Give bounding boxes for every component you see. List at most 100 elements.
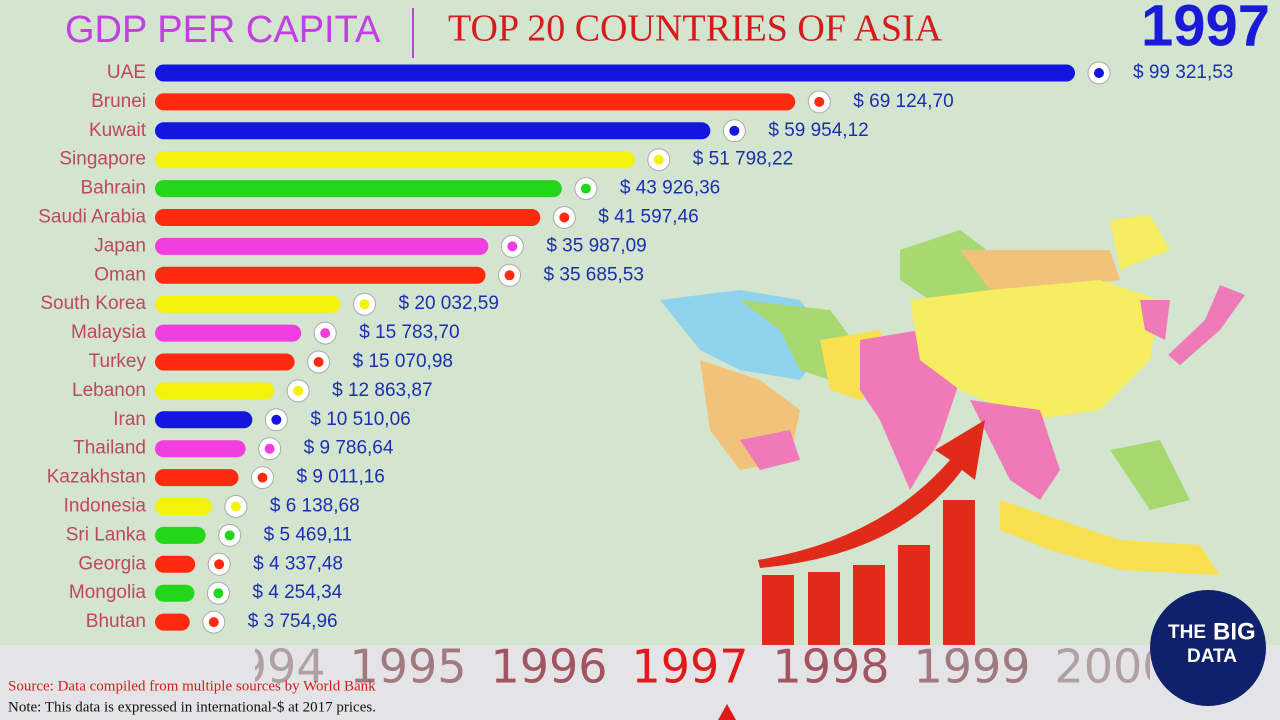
timeline: 1994 1995 1996 1997 1998 1999 2000	[255, 640, 1171, 694]
flag-emblem	[293, 385, 304, 396]
category-label: South Korea	[40, 293, 146, 314]
category-label: Georgia	[78, 553, 146, 574]
category-label: Lebanon	[72, 380, 146, 401]
logo-text: BIG	[1213, 618, 1256, 645]
value-label: $ 4 254,34	[252, 582, 342, 603]
map-region	[970, 400, 1060, 500]
flag-emblem	[213, 588, 224, 599]
bar	[155, 498, 212, 515]
flag-emblem	[230, 501, 241, 512]
bar	[155, 613, 190, 631]
timeline-year: 1997	[631, 640, 748, 694]
bar	[155, 555, 196, 573]
value-label: $ 41 597,46	[598, 207, 698, 228]
flag-emblem	[653, 154, 664, 165]
value-label: $ 10 510,06	[310, 409, 410, 430]
flag-emblem	[814, 96, 825, 107]
timeline-year: 2000	[1054, 640, 1171, 694]
flag-emblem	[1094, 68, 1104, 78]
category-label: Kuwait	[89, 120, 147, 141]
value-label: $ 35 685,53	[544, 264, 644, 285]
graphic-bar	[853, 565, 885, 645]
value-label: $ 4 337,48	[253, 553, 343, 574]
map-region	[900, 230, 1000, 300]
map-region	[1000, 500, 1220, 575]
value-label: $ 15 070,98	[353, 351, 453, 372]
category-label: Brunei	[91, 91, 146, 112]
graphic-bar	[898, 545, 930, 645]
chart-title: GDP PER CAPITA	[65, 9, 381, 51]
map-region	[1140, 300, 1170, 340]
category-label: Bhutan	[86, 611, 146, 632]
flag-emblem	[264, 443, 275, 454]
category-label: Bahrain	[81, 178, 147, 199]
flag-emblem	[504, 270, 515, 281]
growth-graphic	[758, 420, 985, 645]
flag-emblem	[729, 125, 740, 136]
flag-emblem	[580, 183, 591, 194]
bar	[155, 266, 486, 284]
bar	[155, 440, 246, 458]
bar	[155, 209, 541, 226]
current-year: 1997	[1141, 0, 1270, 58]
value-label: $ 9 786,64	[304, 438, 394, 459]
bar	[155, 382, 275, 400]
flag-emblem	[320, 328, 331, 339]
graphic-bar	[943, 500, 975, 645]
value-label: $ 12 863,87	[332, 380, 432, 401]
value-label: $ 5 469,11	[264, 524, 352, 545]
flag-emblem	[507, 241, 518, 252]
timeline-band	[0, 645, 1280, 720]
bar	[155, 295, 341, 313]
bar	[155, 237, 489, 255]
value-label: $ 51 798,22	[693, 149, 793, 170]
map-region	[960, 250, 1120, 290]
footnote: Note: This data is expressed in internat…	[8, 699, 376, 715]
bar	[155, 411, 253, 429]
category-label: Iran	[113, 409, 146, 430]
value-label: $ 59 954,12	[768, 120, 868, 141]
timeline-year: 1999	[913, 640, 1030, 694]
bar	[155, 93, 796, 111]
value-label: $ 9 011,16	[296, 467, 384, 488]
graphic-bar	[808, 572, 840, 645]
flag-emblem	[214, 559, 225, 570]
flag-emblem	[224, 530, 235, 541]
value-label: $ 6 138,68	[270, 496, 360, 517]
category-label: Turkey	[89, 351, 147, 372]
value-label: $ 99 321,53	[1133, 62, 1233, 83]
category-label: Sri Lanka	[66, 524, 147, 545]
logo-text: DATA	[1187, 646, 1237, 667]
value-label: $ 20 032,59	[399, 293, 499, 314]
map-region	[740, 430, 800, 470]
category-label: Singapore	[59, 149, 146, 170]
source-note: Source: Data compiled from multiple sour…	[8, 678, 376, 694]
flag-emblem	[359, 299, 370, 310]
flag-emblem	[257, 472, 268, 483]
timeline-pointer	[718, 704, 736, 720]
value-label: $ 3 754,96	[248, 611, 338, 632]
bar	[155, 122, 711, 140]
category-label: Mongolia	[69, 582, 147, 603]
flag-emblem	[208, 617, 219, 628]
value-label: $ 35 987,09	[546, 235, 646, 256]
category-label: Malaysia	[71, 322, 146, 343]
flag-emblem	[559, 212, 570, 223]
value-label: $ 69 124,70	[853, 91, 953, 112]
logo-badge	[1150, 590, 1266, 706]
bar	[155, 584, 195, 602]
category-label: Thailand	[73, 438, 146, 459]
timeline-year: 1996	[490, 640, 607, 694]
category-label: Oman	[94, 264, 146, 285]
map-region	[910, 280, 1160, 420]
logo: THE BIG DATA	[1150, 590, 1266, 706]
category-label: Japan	[94, 235, 146, 256]
map-region	[1110, 215, 1170, 270]
flag-emblem	[313, 357, 324, 367]
category-label: Kazakhstan	[47, 467, 146, 488]
bar	[155, 324, 302, 342]
logo-text: THE	[1168, 622, 1206, 643]
category-label: Saudi Arabia	[38, 207, 146, 228]
timeline-year: 1998	[772, 640, 889, 694]
